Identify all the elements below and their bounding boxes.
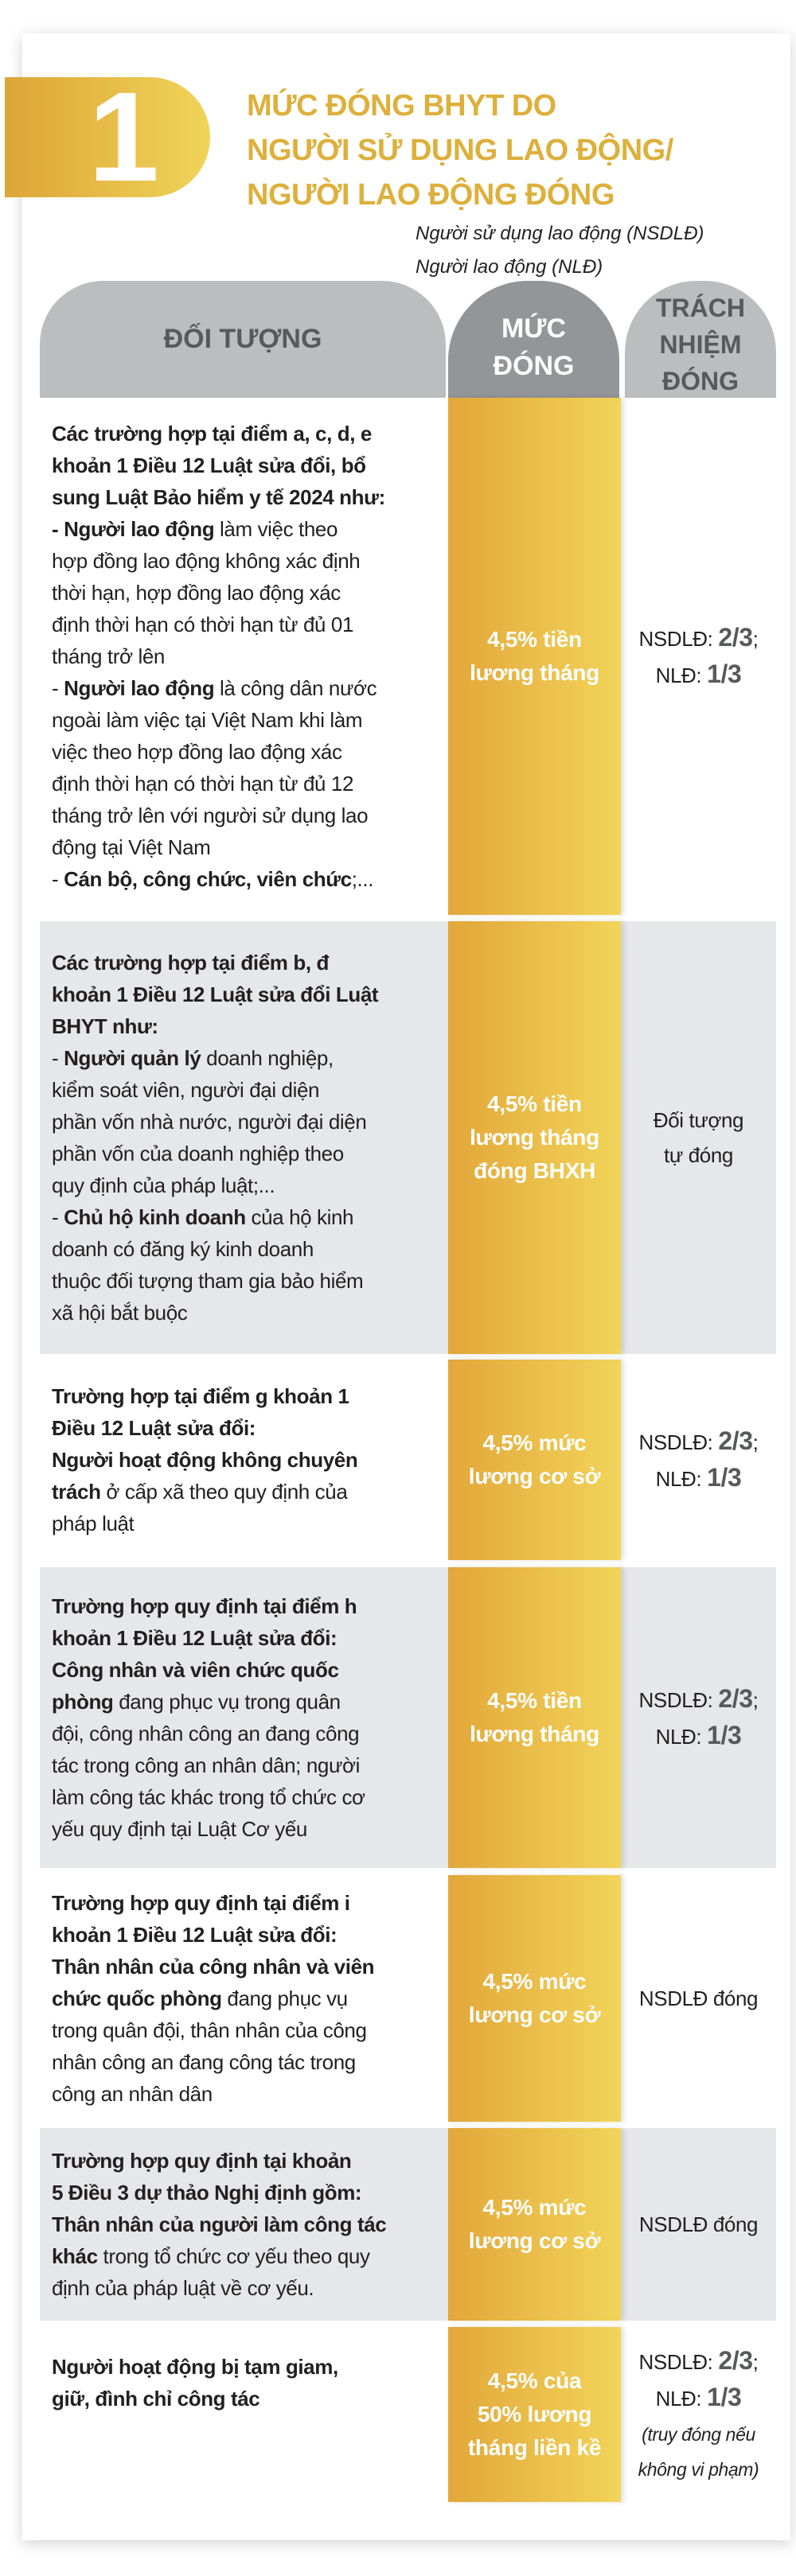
- table-row: Người hoạt động bị tạm giam, giữ, đình c…: [40, 2327, 776, 2502]
- text-segment: (truy đóng nếu không vi phạm): [638, 2424, 759, 2480]
- bold-text: Cán bộ, công chức, viên chức: [64, 867, 352, 891]
- responsibility-text: NSDLĐ: 2/3; NLĐ: 1/3: [639, 1681, 759, 1754]
- subject-cell: Trường hợp quy định tại khoản 5 Điều 3 d…: [40, 2128, 448, 2321]
- text-segment: ; NLĐ:: [655, 1688, 759, 1749]
- bold-text: 1/3: [707, 1463, 742, 1492]
- header-responsibility: TRÁCH NHIỆM ĐÓNG: [625, 281, 776, 398]
- responsibility-cell: NSDLĐ: 2/3; NLĐ: 1/3: [621, 1567, 776, 1868]
- text-segment: NSDLĐ:: [638, 627, 719, 651]
- text-segment: ; NLĐ:: [655, 627, 759, 687]
- rate-cell: 4,5% mức lương cơ sở: [448, 2128, 621, 2321]
- text-segment: Đối tượng tự đóng: [653, 1108, 744, 1167]
- text-segment: đang phục vụ trong quân đội, công nhân c…: [52, 1690, 365, 1841]
- text-segment: NSDLĐ đóng: [638, 1986, 759, 2010]
- bold-text: Các trường hợp tại điểm b, đ khoản 1 Điề…: [52, 951, 379, 1038]
- text-segment: là công dân nước ngoài làm việc tại Việt…: [52, 676, 377, 891]
- header-subject: ĐỐI TƯỢNG: [40, 281, 446, 398]
- text-segment: ;...: [351, 867, 374, 891]
- subject-text: Trường hợp quy định tại điểm h khoản 1 Đ…: [52, 1590, 365, 1845]
- responsibility-text: NSDLĐ đóng: [638, 2207, 759, 2242]
- section-number-badge: 1: [5, 69, 210, 204]
- legend-nsdld: Người sử dụng lao động (NSDLĐ): [416, 223, 704, 244]
- responsibility-text: NSDLĐ: 2/3; NLĐ: 1/3: [639, 620, 759, 693]
- text-segment: NSDLĐ đóng: [638, 2212, 759, 2236]
- text-segment: NSDLĐ:: [638, 2350, 719, 2374]
- text-segment: trong tổ chức cơ yếu theo quy định của p…: [52, 2244, 370, 2300]
- text-segment: NSDLĐ:: [638, 1430, 719, 1454]
- bold-text: Các trường hợp tại điểm a, c, d, e khoản…: [52, 422, 385, 541]
- bold-text: Trường hợp quy định tại khoản 5 Điều 3 d…: [52, 2149, 387, 2268]
- bold-text: Trường hợp quy định tại điểm i khoản 1 Đ…: [52, 1891, 375, 2010]
- table-row: Trường hợp quy định tại điểm i khoản 1 Đ…: [40, 1875, 776, 2122]
- text-segment: ở cấp xã theo quy định của pháp luật: [52, 1480, 348, 1535]
- subject-cell: Trường hợp quy định tại điểm i khoản 1 Đ…: [40, 1875, 448, 2122]
- bold-text: 1/3: [707, 2383, 742, 2411]
- responsibility-cell: NSDLĐ: 2/3; NLĐ: 1/3: [621, 398, 776, 915]
- table-row: Trường hợp quy định tại khoản 5 Điều 3 d…: [40, 2128, 776, 2321]
- rate-cell: 4,5% mức lương cơ sở: [448, 1875, 621, 2122]
- table-row: Trường hợp tại điểm g khoản 1 Điều 12 Lu…: [40, 1360, 776, 1560]
- rate-cell: 4,5% mức lương cơ sở: [448, 1360, 621, 1560]
- subject-text: Các trường hợp tại điểm b, đ khoản 1 Điề…: [52, 947, 379, 1329]
- responsibility-text: Đối tượng tự đóng: [653, 1103, 744, 1173]
- responsibility-text: NSDLĐ: 2/3; NLĐ: 1/3: [639, 1423, 759, 1496]
- bold-text: 2/3: [718, 1684, 753, 1713]
- bold-text: Trường hợp quy định tại điểm h khoản 1 Đ…: [52, 1594, 357, 1714]
- table-row: Trường hợp quy định tại điểm h khoản 1 Đ…: [40, 1567, 776, 1868]
- text-segment: -: [52, 1046, 59, 1070]
- subject-text: Trường hợp quy định tại khoản 5 Điều 3 d…: [52, 2145, 387, 2304]
- section-number: 1: [88, 65, 159, 208]
- subject-cell: Người hoạt động bị tạm giam, giữ, đình c…: [40, 2327, 448, 2502]
- rate-cell: 4,5% của 50% lương tháng liền kề: [448, 2327, 621, 2502]
- rate-cell: 4,5% tiền lương tháng: [448, 398, 621, 915]
- responsibility-cell: NSDLĐ đóng: [621, 1875, 776, 2122]
- text-segment: làm việc theo hợp đồng lao động không xá…: [52, 517, 361, 700]
- bold-text: 2/3: [718, 2346, 753, 2375]
- bold-text: Người lao động: [64, 517, 215, 541]
- responsibility-text: NSDLĐ: 2/3; NLĐ: 1/3 (truy đóng nếu khôn…: [638, 2343, 759, 2486]
- legend-nld: Người lao động (NLĐ): [416, 256, 603, 278]
- subject-cell: Các trường hợp tại điểm b, đ khoản 1 Điề…: [40, 921, 448, 1354]
- subject-cell: Các trường hợp tại điểm a, c, d, e khoản…: [40, 398, 448, 915]
- text-segment: ; NLĐ:: [655, 2350, 759, 2411]
- table-row: Các trường hợp tại điểm a, c, d, e khoản…: [40, 398, 776, 915]
- header-rate: MỨC ĐÓNG: [448, 281, 619, 398]
- subject-cell: Trường hợp tại điểm g khoản 1 Điều 12 Lu…: [40, 1360, 448, 1560]
- rate-cell: 4,5% tiền lương tháng đóng BHXH: [448, 921, 621, 1354]
- bold-text: 2/3: [718, 623, 753, 652]
- abbreviation-legend: Người sử dụng lao động (NSDLĐ) Người lao…: [416, 217, 767, 284]
- subject-text: Trường hợp quy định tại điểm i khoản 1 Đ…: [52, 1887, 375, 2110]
- bold-text: Chủ hộ kinh doanh: [64, 1205, 246, 1229]
- subject-text: Trường hợp tại điểm g khoản 1 Điều 12 Lu…: [52, 1380, 358, 1539]
- responsibility-text: NSDLĐ đóng: [638, 1981, 759, 2016]
- bold-text: Người quản lý: [64, 1046, 201, 1070]
- text-segment: đang phục vụ trong quân đội, thân nhân c…: [52, 1986, 367, 2106]
- bold-text: Người hoạt động bị tạm giam, giữ, đình c…: [52, 2355, 338, 2411]
- section-title: MỨC ĐÓNG BHYT DO NGƯỜI SỬ DỤNG LAO ĐỘNG/…: [247, 84, 673, 217]
- text-segment: NSDLĐ:: [638, 1688, 719, 1712]
- text-segment: của hộ kinh doanh có đăng ký kinh doanh …: [52, 1205, 364, 1325]
- title-line: MỨC ĐÓNG BHYT DO: [247, 89, 556, 123]
- bold-text: Trường hợp tại điểm g khoản 1 Điều 12 Lu…: [52, 1384, 358, 1504]
- text-segment: doanh nghiệp, kiểm soát viên, người đại …: [52, 1046, 367, 1229]
- responsibility-cell: NSDLĐ: 2/3; NLĐ: 1/3 (truy đóng nếu khôn…: [621, 2327, 776, 2502]
- bold-text: 1/3: [707, 660, 742, 688]
- title-line: NGƯỜI LAO ĐỘNG ĐÓNG: [247, 178, 615, 212]
- table-row: Các trường hợp tại điểm b, đ khoản 1 Điề…: [40, 921, 776, 1354]
- bold-text: 1/3: [707, 1721, 742, 1749]
- rate-cell: 4,5% tiền lương tháng: [448, 1567, 621, 1868]
- text-segment: ; NLĐ:: [655, 1430, 759, 1491]
- responsibility-cell: NSDLĐ đóng: [621, 2128, 776, 2321]
- bold-text: 2/3: [718, 1426, 753, 1455]
- subject-cell: Trường hợp quy định tại điểm h khoản 1 Đ…: [40, 1567, 448, 1868]
- title-line: NGƯỜI SỬ DỤNG LAO ĐỘNG/: [247, 134, 673, 167]
- responsibility-cell: NSDLĐ: 2/3; NLĐ: 1/3: [621, 1360, 776, 1560]
- responsibility-cell: Đối tượng tự đóng: [621, 921, 776, 1354]
- bold-text: Người lao động: [64, 676, 215, 700]
- subject-text: Các trường hợp tại điểm a, c, d, e khoản…: [52, 418, 385, 895]
- subject-text: Người hoạt động bị tạm giam, giữ, đình c…: [52, 2351, 338, 2415]
